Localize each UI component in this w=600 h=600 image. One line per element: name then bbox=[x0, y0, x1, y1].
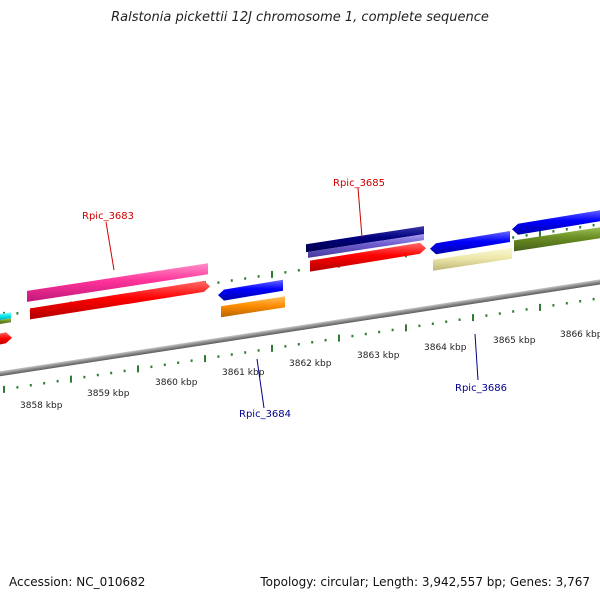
tick-label-3866: 3866 kbp bbox=[560, 330, 600, 340]
feature-track bbox=[0, 209, 600, 346]
tick-label-3859: 3859 kbp bbox=[87, 389, 130, 399]
gene-label-rpic-3685[interactable]: Rpic_3685 bbox=[333, 178, 385, 189]
tick-label-3862: 3862 kbp bbox=[289, 359, 332, 369]
tick-label-3858: 3858 kbp bbox=[20, 401, 63, 411]
gene-label-rpic-3684[interactable]: Rpic_3684 bbox=[239, 409, 291, 420]
inner-tick-marks bbox=[3, 297, 595, 393]
sequence-backbone bbox=[0, 258, 600, 394]
cds-rpic-3686[interactable] bbox=[433, 247, 512, 271]
topology-text: Topology: circular; Length: 3,942,557 bp… bbox=[260, 575, 590, 589]
gene-rpic-3685-b[interactable] bbox=[308, 234, 424, 258]
tick-label-3861: 3861 kbp bbox=[222, 368, 265, 378]
gene-cyan-left-edge[interactable] bbox=[0, 312, 11, 321]
gene-rpic-3686[interactable] bbox=[430, 231, 510, 255]
map-title: Ralstonia pickettii 12J chromosome 1, co… bbox=[111, 10, 489, 25]
accession-text: Accession: NC_010682 bbox=[9, 575, 146, 589]
cds-rpic-3685[interactable] bbox=[310, 242, 426, 272]
gene-label-rpic-3683[interactable]: Rpic_3683 bbox=[82, 211, 134, 222]
gene-rpic-3684[interactable] bbox=[218, 279, 283, 301]
tick-label-3864: 3864 kbp bbox=[424, 343, 467, 353]
tick-label-3865: 3865 kbp bbox=[493, 336, 536, 346]
tick-label-3863: 3863 kbp bbox=[357, 351, 400, 361]
gene-rpic-3687[interactable] bbox=[512, 209, 600, 235]
gene-rpic-3683[interactable] bbox=[27, 263, 208, 302]
callout-line-rpic-3686 bbox=[474, 333, 479, 381]
gene-label-rpic-3686[interactable]: Rpic_3686 bbox=[455, 383, 507, 394]
tick-label-3860: 3860 kbp bbox=[155, 378, 198, 388]
callout-line-rpic-3683 bbox=[105, 221, 115, 271]
gene-olive-left-edge[interactable] bbox=[0, 318, 11, 325]
callout-line-rpic-3684 bbox=[256, 358, 265, 409]
cds-red-left-edge[interactable] bbox=[0, 332, 12, 346]
cds-rpic-3683[interactable] bbox=[30, 280, 210, 320]
cds-rpic-3684[interactable] bbox=[221, 296, 285, 318]
callout-line-rpic-3685 bbox=[357, 187, 363, 238]
gene-rpic-3685[interactable] bbox=[306, 226, 424, 253]
cds-rpic-3687[interactable] bbox=[514, 226, 600, 252]
